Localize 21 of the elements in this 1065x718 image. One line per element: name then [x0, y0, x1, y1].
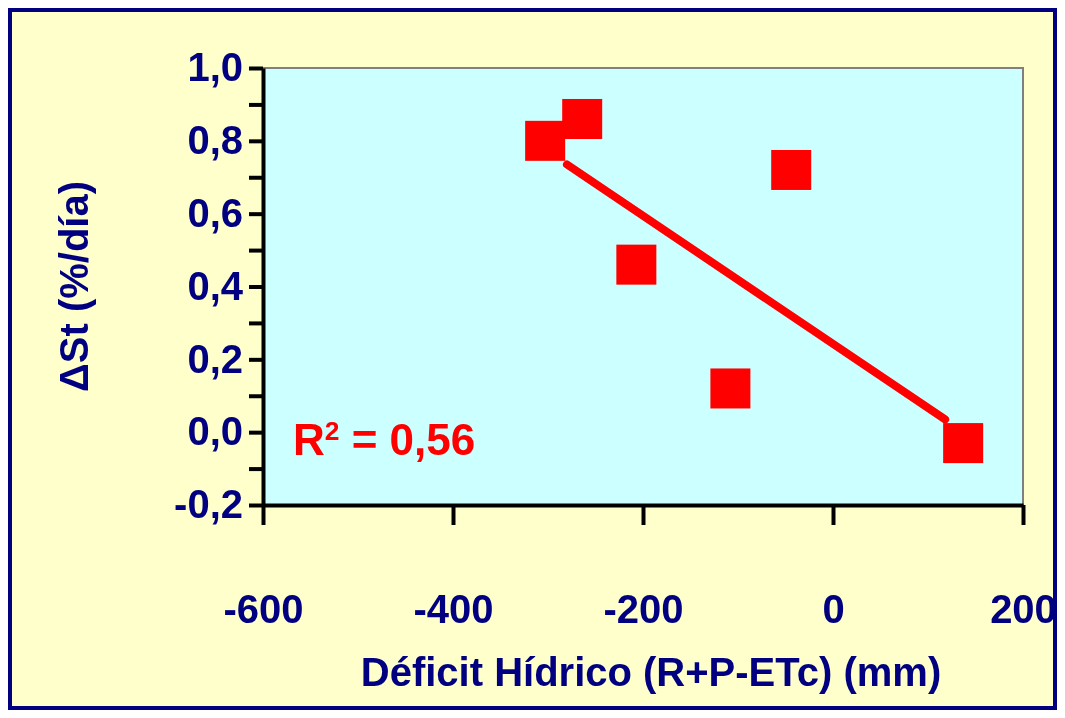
x-tick-label: 0: [822, 587, 845, 632]
y-tick-label: 0,0: [187, 409, 243, 454]
x-tick-label: -600: [223, 587, 304, 632]
x-tick-label: 200: [990, 587, 1057, 632]
y-tick-label: -0,2: [174, 482, 243, 527]
x-axis-title: Déficit Hídrico (R+P-ETc) (mm): [360, 650, 942, 694]
x-tick-label: -200: [603, 587, 684, 632]
point: [710, 368, 751, 409]
point: [771, 149, 812, 190]
y-tick-label: 0,6: [187, 190, 243, 235]
point: [525, 120, 566, 161]
annotation: R$^{2}$ = 0,56: [293, 415, 476, 464]
y-axis-title: ΔSt (%/día): [52, 181, 96, 392]
point: [562, 98, 603, 139]
y-tick-label: 1,0: [187, 45, 243, 90]
x-tick-label: -400: [413, 587, 494, 632]
point: [943, 423, 984, 464]
point: [616, 244, 657, 285]
y-tick-label: 0,4: [187, 263, 244, 308]
y-tick-label: 0,2: [187, 336, 243, 381]
y-tick-label: 0,8: [187, 118, 243, 163]
